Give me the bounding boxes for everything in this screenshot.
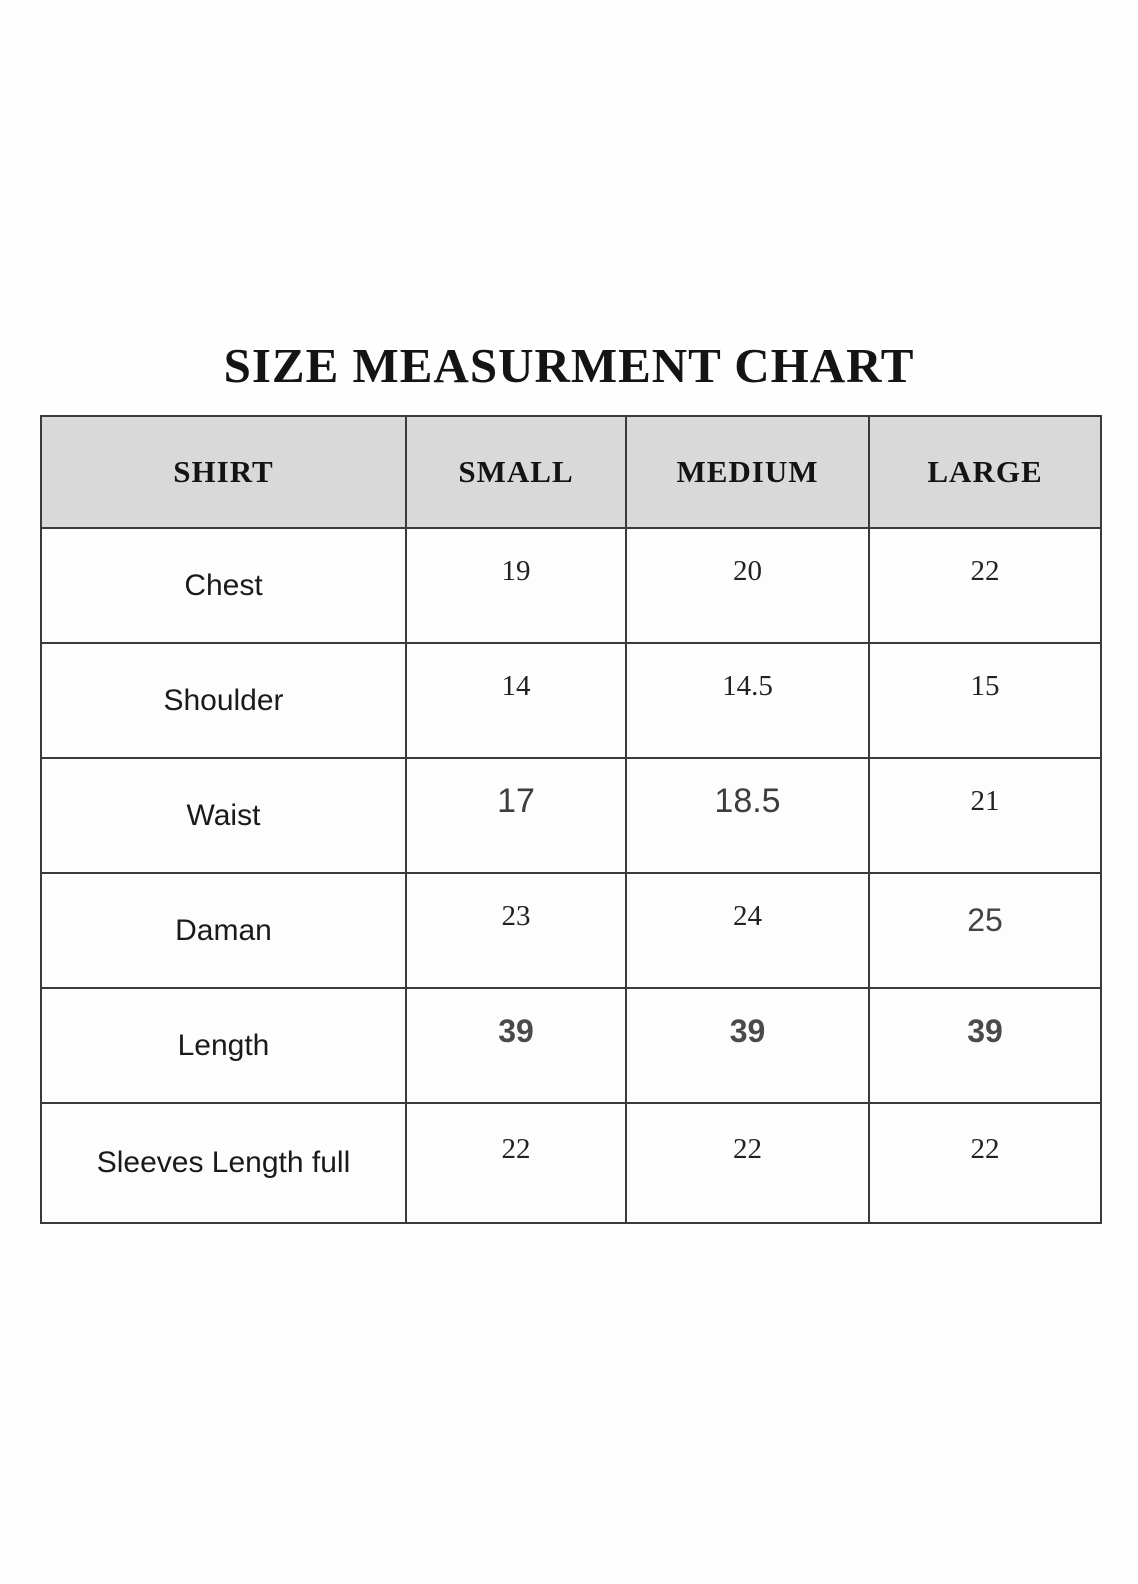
- measurement-value: 39: [868, 987, 1102, 1104]
- value-text: 22: [970, 555, 1000, 587]
- header-cell-shirt: SHIRT: [40, 415, 407, 529]
- table-row-daman: Daman 23 24 25: [40, 872, 1102, 989]
- value-text: 22: [970, 1132, 1000, 1165]
- measurement-value: 21: [868, 757, 1102, 874]
- row-label: Shoulder: [40, 642, 407, 759]
- row-label: Daman: [40, 872, 407, 989]
- value-text: 25: [967, 902, 1003, 938]
- value-text: 17: [497, 782, 535, 820]
- measurement-value: 15: [868, 642, 1102, 759]
- measurement-value: 24: [625, 872, 870, 989]
- size-measurement-table: SHIRT SMALL MEDIUM LARGE Chest 19 20 22 …: [40, 415, 1102, 1224]
- value-text: 20: [733, 555, 762, 587]
- value-text: 22: [501, 1132, 531, 1165]
- header-cell-small: SMALL: [405, 415, 627, 529]
- value-text: 14: [501, 670, 531, 702]
- measurement-value: 14.5: [625, 642, 870, 759]
- measurement-value: 22: [405, 1102, 627, 1224]
- measurement-value: 22: [868, 1102, 1102, 1224]
- table-row-chest: Chest 19 20 22: [40, 527, 1102, 644]
- header-cell-medium: MEDIUM: [625, 415, 870, 529]
- measurement-value: 18.5: [625, 757, 870, 874]
- table-row-length: Length 39 39 39: [40, 987, 1102, 1104]
- measurement-value: 22: [625, 1102, 870, 1224]
- page-title: SIZE MEASURMENT CHART: [223, 338, 915, 393]
- value-text: 14.5: [722, 670, 773, 702]
- row-label: Sleeves Length full: [40, 1102, 407, 1224]
- value-text: 21: [970, 785, 1000, 817]
- value-text: 24: [733, 900, 762, 932]
- measurement-value: 39: [625, 987, 870, 1104]
- measurement-value: 23: [405, 872, 627, 989]
- row-label: Length: [40, 987, 407, 1104]
- value-text: 19: [501, 555, 531, 587]
- measurement-value: 14: [405, 642, 627, 759]
- measurement-value: 22: [868, 527, 1102, 644]
- row-label: Waist: [40, 757, 407, 874]
- table-row-shoulder: Shoulder 14 14.5 15: [40, 642, 1102, 759]
- value-text: 39: [729, 1013, 766, 1049]
- value-text: 23: [501, 900, 531, 932]
- measurement-value: 17: [405, 757, 627, 874]
- value-text: 15: [970, 670, 1000, 702]
- table-header-row: SHIRT SMALL MEDIUM LARGE: [40, 415, 1102, 529]
- table-row-sleeves-length-full: Sleeves Length full 22 22 22: [40, 1102, 1102, 1224]
- value-text: 22: [733, 1132, 762, 1165]
- measurement-value: 19: [405, 527, 627, 644]
- value-text: 39: [967, 1013, 1003, 1049]
- measurement-value: 20: [625, 527, 870, 644]
- value-text: 18.5: [714, 782, 781, 820]
- measurement-value: 25: [868, 872, 1102, 989]
- measurement-value: 39: [405, 987, 627, 1104]
- table-row-waist: Waist 17 18.5 21: [40, 757, 1102, 874]
- header-cell-large: LARGE: [868, 415, 1102, 529]
- value-text: 39: [498, 1013, 534, 1049]
- row-label: Chest: [40, 527, 407, 644]
